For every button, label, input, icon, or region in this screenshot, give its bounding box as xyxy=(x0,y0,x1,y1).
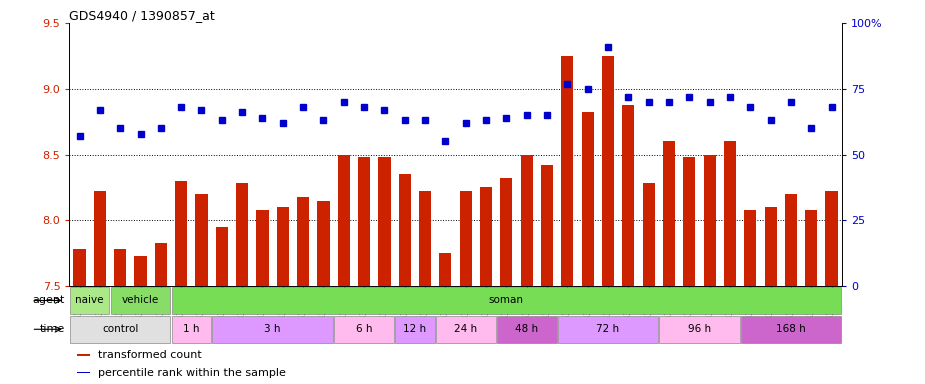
Bar xyxy=(73,249,86,384)
Text: 6 h: 6 h xyxy=(356,324,373,334)
FancyBboxPatch shape xyxy=(111,287,170,314)
FancyBboxPatch shape xyxy=(436,316,496,343)
Bar xyxy=(175,181,187,384)
Bar xyxy=(602,56,614,384)
Text: 12 h: 12 h xyxy=(403,324,426,334)
Text: 3 h: 3 h xyxy=(265,324,281,334)
FancyBboxPatch shape xyxy=(212,316,333,343)
Bar xyxy=(623,104,635,384)
Text: vehicle: vehicle xyxy=(122,295,159,306)
Bar xyxy=(460,191,472,384)
Text: 1 h: 1 h xyxy=(183,324,200,334)
FancyBboxPatch shape xyxy=(172,287,841,314)
Bar xyxy=(643,184,655,384)
Text: 48 h: 48 h xyxy=(515,324,538,334)
Bar xyxy=(358,157,370,384)
FancyBboxPatch shape xyxy=(334,316,394,343)
Text: transformed count: transformed count xyxy=(98,350,202,360)
Bar xyxy=(378,157,390,384)
Bar xyxy=(521,155,533,384)
Bar xyxy=(500,178,512,384)
FancyBboxPatch shape xyxy=(741,316,841,343)
Text: soman: soman xyxy=(489,295,524,306)
Text: GDS4940 / 1390857_at: GDS4940 / 1390857_at xyxy=(68,9,215,22)
FancyBboxPatch shape xyxy=(497,316,557,343)
Bar xyxy=(338,155,350,384)
Bar xyxy=(93,191,106,384)
Bar xyxy=(419,191,431,384)
Text: 72 h: 72 h xyxy=(597,324,620,334)
Bar xyxy=(236,184,248,384)
Text: control: control xyxy=(102,324,139,334)
Bar xyxy=(724,141,736,384)
Bar xyxy=(541,165,553,384)
Bar xyxy=(277,207,289,384)
Bar xyxy=(684,157,696,384)
Bar xyxy=(784,194,797,384)
Bar xyxy=(399,174,411,384)
Bar xyxy=(297,197,309,384)
Bar xyxy=(256,210,268,384)
Text: naive: naive xyxy=(76,295,104,306)
Bar xyxy=(317,200,329,384)
Text: 24 h: 24 h xyxy=(454,324,477,334)
Bar xyxy=(134,256,146,384)
Bar xyxy=(704,155,716,384)
Bar xyxy=(764,207,777,384)
Bar xyxy=(114,249,127,384)
FancyBboxPatch shape xyxy=(172,316,211,343)
Text: 96 h: 96 h xyxy=(688,324,711,334)
Bar xyxy=(745,210,757,384)
Text: time: time xyxy=(40,324,65,334)
Bar xyxy=(561,56,574,384)
Bar xyxy=(805,210,818,384)
FancyBboxPatch shape xyxy=(70,287,109,314)
Bar xyxy=(154,243,166,384)
Bar xyxy=(825,191,838,384)
Bar xyxy=(663,141,675,384)
FancyBboxPatch shape xyxy=(70,316,170,343)
Bar xyxy=(480,187,492,384)
FancyBboxPatch shape xyxy=(395,316,435,343)
Bar xyxy=(77,372,91,373)
Bar xyxy=(195,194,207,384)
FancyBboxPatch shape xyxy=(558,316,659,343)
Bar xyxy=(216,227,228,384)
Bar xyxy=(439,253,451,384)
Text: 168 h: 168 h xyxy=(776,324,806,334)
Text: agent: agent xyxy=(32,295,65,306)
Bar xyxy=(582,113,594,384)
Bar xyxy=(77,354,91,356)
FancyBboxPatch shape xyxy=(660,316,739,343)
Text: percentile rank within the sample: percentile rank within the sample xyxy=(98,367,286,377)
